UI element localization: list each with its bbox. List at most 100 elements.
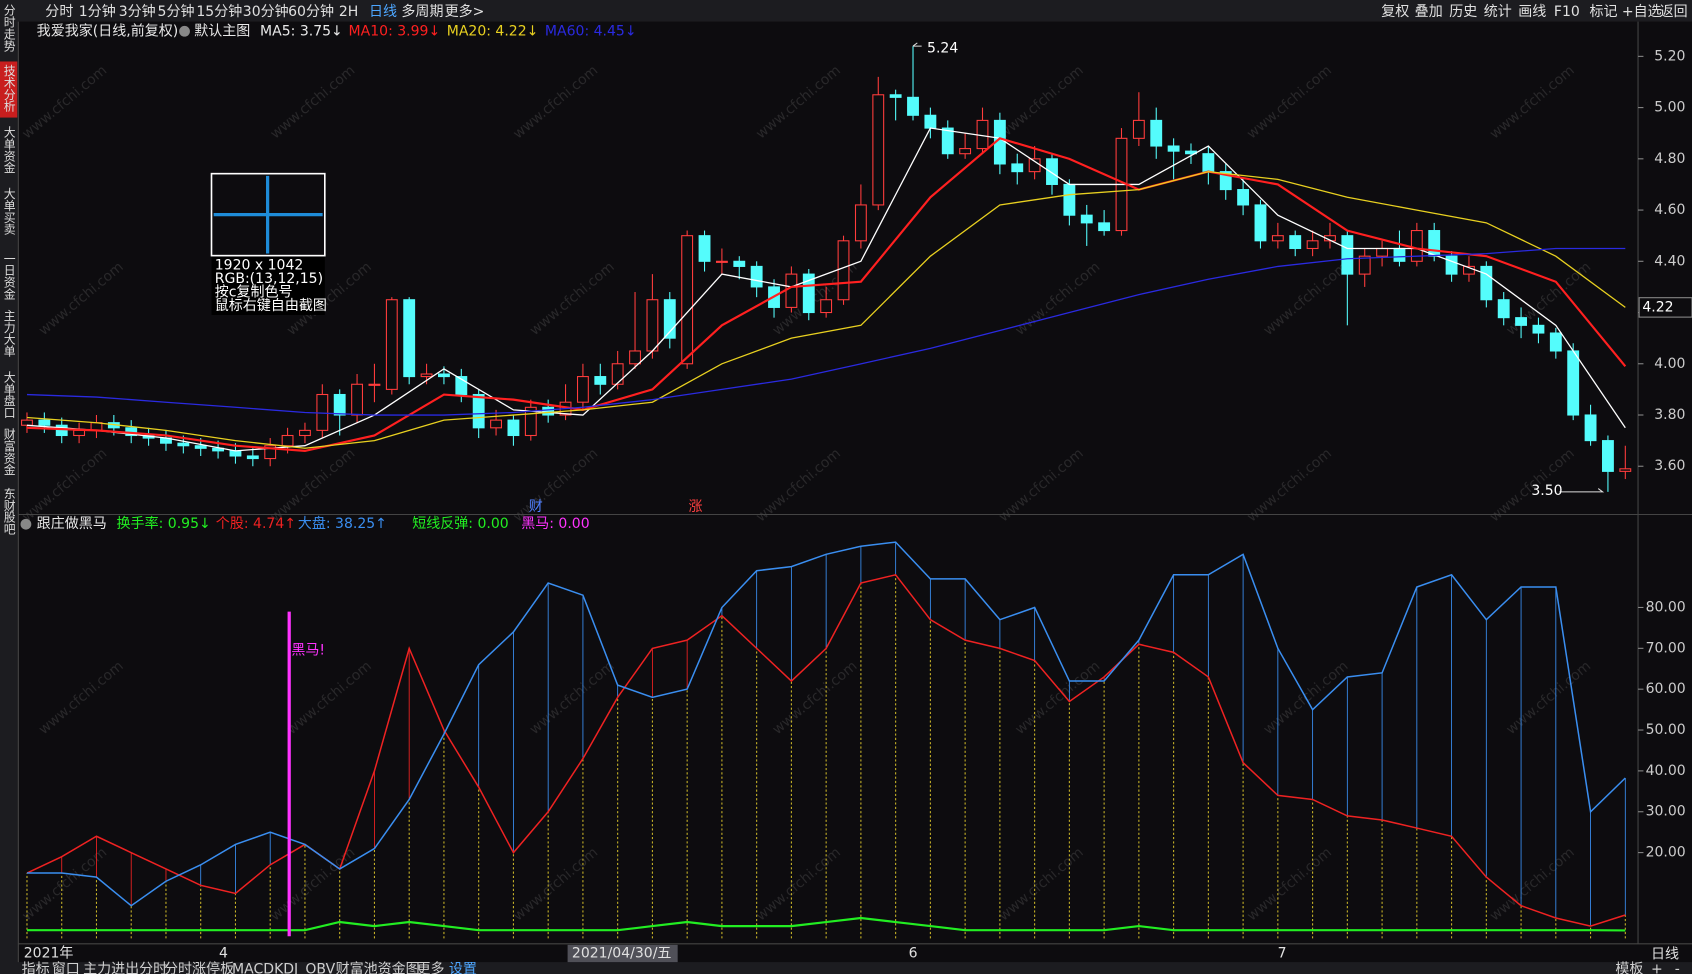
- bottom-tab[interactable]: 更多: [417, 961, 445, 974]
- toolbar-button[interactable]: +自选: [1622, 4, 1662, 20]
- candle-body: [646, 299, 659, 352]
- content: 分时 1分钟 3分钟 5分钟 15分钟 30分钟 60分钟 2H 日线 多周期 更多> 复权 叠加 历史统…: [0, 3, 1692, 974]
- settings-icon[interactable]: [20, 518, 32, 530]
- toolbar-button[interactable]: 1分钟: [79, 3, 116, 20]
- toolbar-button[interactable]: 更多>: [445, 3, 485, 20]
- candle-body: [1080, 214, 1093, 224]
- toolbar-button[interactable]: 画线: [1518, 4, 1546, 20]
- toolbar-button[interactable]: 多周期: [401, 3, 443, 20]
- y-tick-label: 4.80: [1654, 151, 1685, 167]
- sidebar-tab[interactable]: 财富资金: [2, 428, 16, 476]
- bottom-tab[interactable]: KDJ: [274, 962, 298, 974]
- candle-body: [403, 299, 416, 378]
- low-pointer: [1559, 488, 1605, 493]
- candle-body: [698, 235, 711, 262]
- indicator-line: [26, 573, 1626, 927]
- candle-body: [281, 434, 294, 447]
- sidebar-tab[interactable]: 大单买卖: [2, 187, 16, 236]
- legend-entry: MA60: 4.45↓: [545, 23, 637, 39]
- bottom-tab[interactable]: OBV: [305, 962, 335, 974]
- candle-body: [576, 376, 589, 403]
- y-tick-label: 70.00: [1646, 640, 1686, 656]
- annotation: 财: [529, 499, 543, 515]
- candle-body: [1358, 255, 1371, 275]
- capture-box: [210, 172, 326, 257]
- candle-body: [1289, 235, 1302, 250]
- candle-body: [1341, 235, 1354, 275]
- candle-body: [907, 96, 919, 116]
- candle-body: [229, 450, 242, 457]
- annotation: 5.24: [927, 40, 958, 56]
- toolbar-button[interactable]: 分时: [45, 4, 73, 20]
- y-tick-label: 80.00: [1646, 599, 1686, 615]
- capture-info-text: 鼠标右键自由截图: [215, 298, 327, 314]
- toolbar-button[interactable]: 60分钟: [288, 3, 334, 20]
- candle-body: [299, 429, 311, 437]
- bottom-tab[interactable]: 分时涨停板: [164, 961, 234, 974]
- candle-body: [194, 445, 207, 449]
- candle-body: [1619, 468, 1632, 472]
- candle-body: [1098, 222, 1111, 232]
- bottom-tab[interactable]: 主力进出分时: [83, 962, 167, 974]
- bottom-tab[interactable]: 模板: [1615, 962, 1643, 974]
- price-marker-label: 4.22: [1642, 299, 1673, 315]
- bottom-toolbar: [0, 962, 1692, 974]
- legend-entry: MA10: 3.99↓: [349, 23, 441, 39]
- candle-body: [1549, 332, 1562, 352]
- legend-entry: 黑马: 0.00: [521, 516, 589, 532]
- candle-body: [715, 260, 728, 263]
- candle-body: [437, 373, 450, 378]
- bottom-tab[interactable]: 设置: [449, 962, 477, 974]
- bottom-tab[interactable]: 窗口: [52, 961, 80, 974]
- sidebar-tab[interactable]: 分时走势: [2, 4, 16, 51]
- toolbar-button[interactable]: 统计: [1484, 4, 1512, 20]
- indicator-line: [26, 916, 1626, 932]
- toolbar-button[interactable]: 3分钟: [119, 3, 156, 20]
- toolbar-button[interactable]: 2H: [339, 4, 358, 20]
- bottom-tab[interactable]: -: [1675, 962, 1680, 974]
- bottom-tab[interactable]: 财富池资金图: [336, 961, 420, 974]
- candle-body: [941, 127, 954, 155]
- candle-body: [1306, 240, 1319, 250]
- toolbar-button[interactable]: 历史: [1449, 4, 1477, 20]
- bottom-tab[interactable]: +: [1651, 962, 1663, 974]
- period-label[interactable]: 日线: [1651, 947, 1679, 963]
- bottom-tab[interactable]: 指标: [22, 962, 50, 974]
- candle-body: [1150, 119, 1163, 147]
- candle-body: [368, 383, 381, 386]
- toolbar-button[interactable]: 30分钟: [243, 3, 289, 20]
- capture-info-text: RGB:(13,12,15): [215, 271, 323, 287]
- toolbar-button[interactable]: 日线: [369, 4, 397, 20]
- chart-subtitle[interactable]: 默认主图: [194, 23, 250, 39]
- toolbar-button[interactable]: 5分钟: [158, 3, 195, 20]
- candle-body: [924, 114, 937, 129]
- toolbar-button[interactable]: 叠加: [1415, 4, 1443, 20]
- chart-title: 跟庄做黑马: [37, 515, 107, 532]
- x-axis-label: 2021/04/30/五: [572, 946, 672, 962]
- sidebar-tab[interactable]: 大单资金: [2, 126, 16, 174]
- toolbar-button[interactable]: 返回: [1660, 4, 1688, 20]
- candle-body: [1515, 317, 1528, 326]
- toolbar-button[interactable]: 15分钟: [196, 3, 242, 20]
- y-tick-label: 3.60: [1654, 458, 1685, 474]
- sidebar-tab[interactable]: 大单盘口: [2, 370, 16, 418]
- candle-body: [246, 455, 259, 460]
- legend-entry: MA20: 4.22↓: [447, 23, 539, 39]
- sidebar-tab[interactable]: 一日资金: [2, 252, 16, 299]
- toolbar-button[interactable]: F10: [1554, 4, 1580, 20]
- toolbar-button[interactable]: 标记: [1589, 4, 1617, 20]
- sidebar: [0, 21, 19, 974]
- sidebar-tab[interactable]: 东财股吧: [2, 488, 16, 535]
- x-axis-label: 4: [219, 946, 228, 962]
- candle-body: [507, 419, 520, 437]
- sidebar-tab[interactable]: 技术分析: [2, 65, 16, 113]
- bottom-tab[interactable]: MACD: [232, 962, 274, 974]
- candle-body: [333, 393, 346, 416]
- settings-icon[interactable]: [179, 25, 190, 37]
- price-marker: [1638, 297, 1692, 318]
- y-tick-label: 5.00: [1654, 100, 1685, 116]
- toolbar-button[interactable]: 复权: [1381, 3, 1409, 20]
- sidebar-tab[interactable]: 主力大单: [2, 309, 16, 358]
